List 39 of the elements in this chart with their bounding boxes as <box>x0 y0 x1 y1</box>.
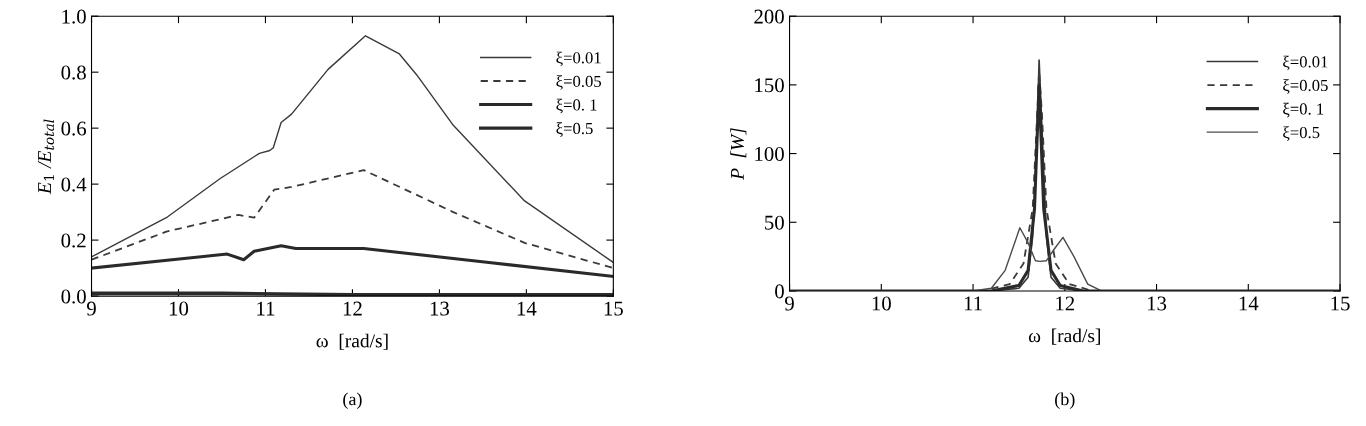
text: (a) <box>343 392 362 409</box>
legend-label: ξ=0. 1 <box>1283 102 1324 118</box>
y-axis-title: P [W] <box>730 128 747 180</box>
legend-label: ξ=0.01 <box>1283 55 1328 71</box>
y-tick-label: 0.0 <box>61 289 86 304</box>
y-tick-label: 0.8 <box>61 65 86 80</box>
x-axis-title: ω [rad/s] <box>316 333 388 350</box>
y-tick-label: 50 <box>765 215 784 230</box>
y-tick-label: 0 <box>775 284 784 299</box>
x-axis-title: ω [rad/s] <box>1028 328 1100 345</box>
x-tick-label: 11 <box>257 301 275 316</box>
x-tick-label: 15 <box>1331 296 1350 311</box>
legend-label: ξ=0.05 <box>556 75 602 90</box>
x-tick-label: 14 <box>1239 296 1259 311</box>
y-tick-label: 150 <box>755 78 784 93</box>
x-tick-label: 9 <box>86 301 96 316</box>
x-tick-label: 9 <box>785 296 794 311</box>
y-tick-label: 0.2 <box>61 233 86 248</box>
y-tick-label: 0.6 <box>61 121 87 136</box>
x-tick-label: 12 <box>343 301 362 316</box>
x-tick-label: 10 <box>872 296 891 311</box>
legend-label: ξ=0.5 <box>556 122 593 137</box>
x-tick-label: 13 <box>430 301 449 316</box>
y-tick-label: 0.4 <box>61 177 87 192</box>
legend-label: ξ=0.5 <box>1283 126 1320 141</box>
y-tick-label: 1.0 <box>62 9 86 24</box>
x-tick-label: 14 <box>517 301 537 316</box>
x-tick-label: 15 <box>604 301 623 316</box>
x-tick-label: 10 <box>169 301 189 316</box>
y-axis-title: E$_{1}$ /E$_{total}$ <box>38 119 55 195</box>
y-tick-label: 100 <box>755 146 784 162</box>
x-tick-label: 11 <box>964 296 982 311</box>
text: (b) <box>1055 392 1075 409</box>
legend-label: ξ=0. 1 <box>556 98 597 114</box>
y-tick-label: 200 <box>754 9 784 24</box>
x-tick-label: 13 <box>1147 296 1167 311</box>
legend-label: ξ=0.01 <box>556 51 601 67</box>
legend-label: ξ=0.05 <box>1283 79 1328 94</box>
x-tick-label: 12 <box>1056 296 1075 311</box>
